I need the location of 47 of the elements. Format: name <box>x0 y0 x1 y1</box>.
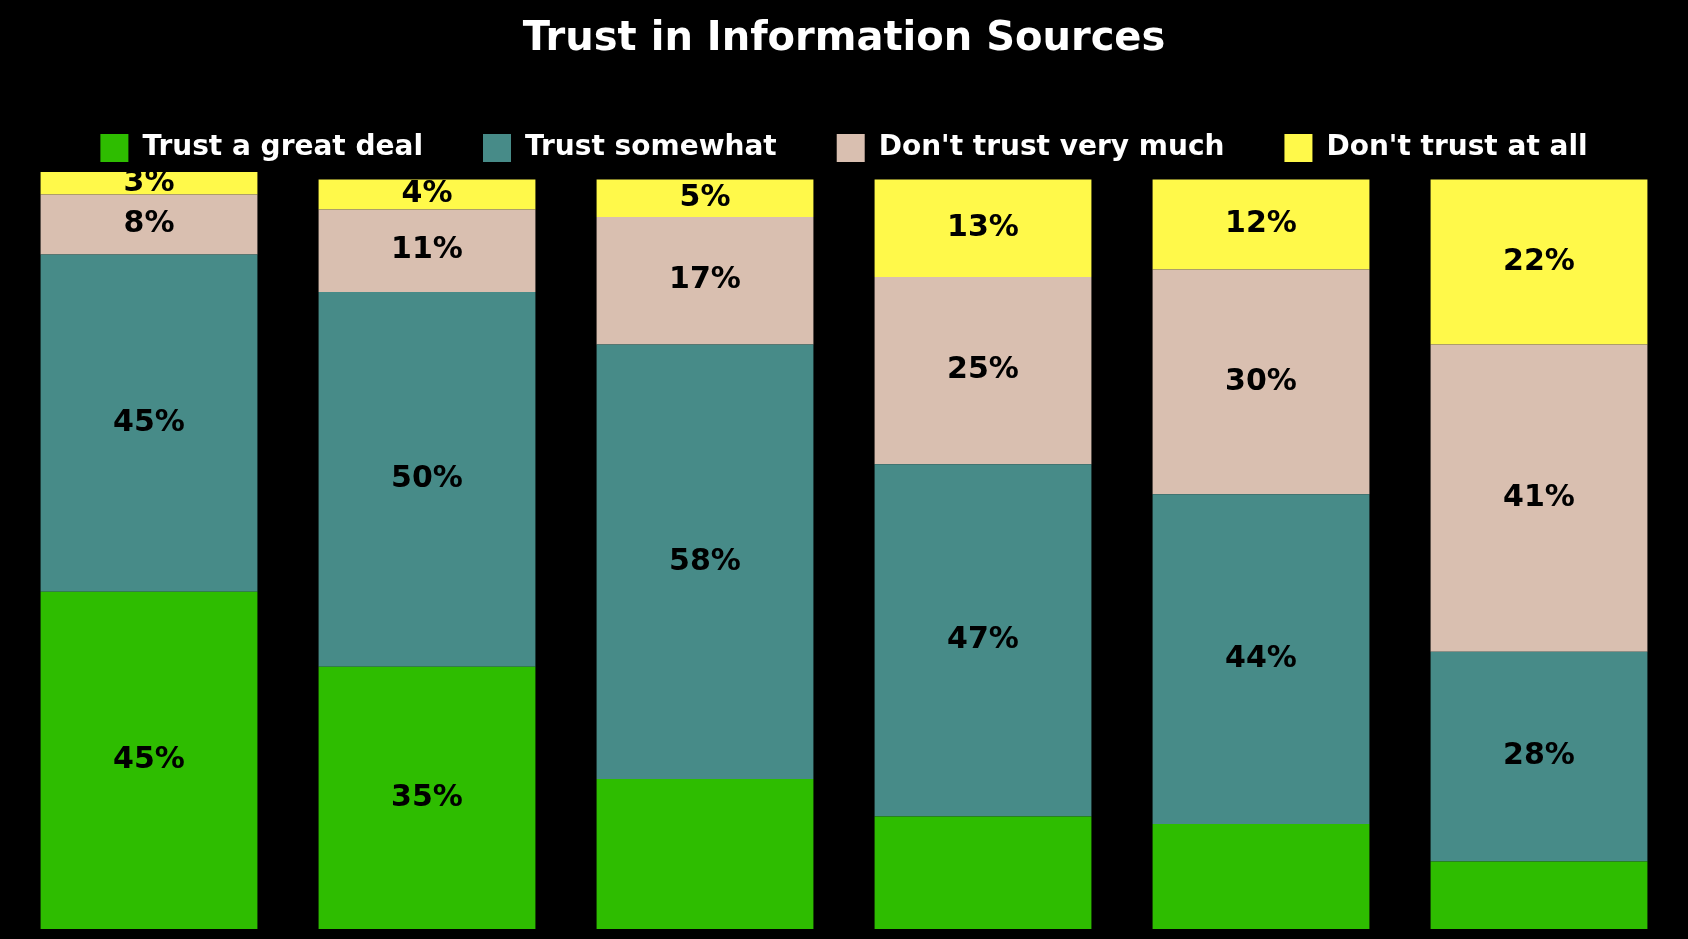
data-label: 12% <box>1225 204 1297 240</box>
data-label: 5% <box>679 178 731 214</box>
data-label: 25% <box>947 350 1019 386</box>
bar <box>1430 179 1648 345</box>
data-label: 41% <box>1503 477 1575 513</box>
legend-label: Trust somewhat <box>525 129 777 163</box>
data-label: 22% <box>1503 241 1575 277</box>
bar <box>1152 269 1370 495</box>
bar <box>596 179 814 217</box>
bar <box>874 179 1092 277</box>
chart-title: Trust in Information Sources <box>522 13 1166 60</box>
bar <box>1152 824 1370 929</box>
data-label: 35% <box>391 777 463 813</box>
data-label: 8% <box>123 204 175 240</box>
legend-label: Don't trust very much <box>878 129 1225 163</box>
data-label: 45% <box>113 402 185 438</box>
bar <box>318 666 536 929</box>
bar <box>1430 344 1648 652</box>
bar <box>874 816 1092 929</box>
data-label: 17% <box>669 260 741 296</box>
bar <box>596 344 814 780</box>
bar <box>596 216 814 345</box>
bar <box>40 194 258 255</box>
data-label: 47% <box>947 620 1019 656</box>
bar <box>40 254 258 592</box>
bar <box>1430 651 1648 862</box>
bar <box>318 179 536 210</box>
data-label: 44% <box>1225 638 1297 674</box>
data-label: 45% <box>113 740 185 776</box>
bar <box>874 276 1092 465</box>
legend-label: Trust a great deal <box>142 129 423 163</box>
data-label: 11% <box>391 230 463 266</box>
bar <box>1430 861 1648 929</box>
legend-label: Don't trust at all <box>1326 129 1588 163</box>
bar <box>874 464 1092 817</box>
bar <box>318 209 536 292</box>
data-label: 50% <box>391 459 463 495</box>
bar <box>596 779 814 929</box>
bar <box>1152 494 1370 825</box>
bar <box>1152 179 1370 270</box>
data-label: 13% <box>947 208 1019 244</box>
data-label: 28% <box>1503 736 1575 772</box>
data-label: 58% <box>669 541 741 577</box>
bar <box>40 591 258 929</box>
data-label: 30% <box>1225 361 1297 397</box>
data-label: 4% <box>401 174 453 210</box>
bar <box>318 291 536 667</box>
